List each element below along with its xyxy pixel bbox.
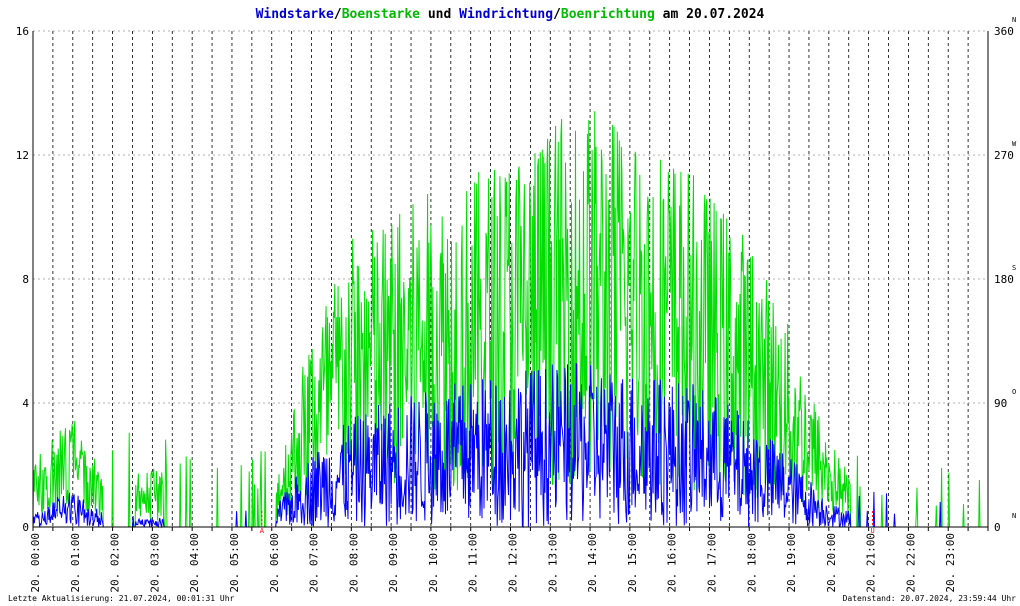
- x-tick-label: 20. 22:00: [904, 533, 917, 593]
- compass-label: S: [1012, 264, 1016, 272]
- y-left-tick-label: 4: [22, 397, 29, 410]
- title-direction: Windrichtung: [459, 7, 553, 22]
- footer-last-update: Letzte Aktualisierung: 21.07.2024, 00:01…: [8, 594, 235, 603]
- y-right-tick-label: 90: [994, 397, 1007, 410]
- footer-data-status: Datenstand: 20.07.2024, 23:59:44 Uhr: [843, 594, 1017, 603]
- title-wind: Windstarke: [256, 7, 334, 22]
- x-tick-label: 20. 05:00: [228, 533, 241, 593]
- title-sep1: /: [334, 7, 342, 22]
- y-right-tick-label: 270: [994, 149, 1014, 162]
- compass-label: W: [1012, 140, 1017, 148]
- compass-label: N: [1012, 512, 1016, 520]
- x-tick-label: 20. 14:00: [586, 533, 599, 593]
- x-tick-label: 20. 10:00: [427, 533, 440, 593]
- x-tick-label: 20. 20:00: [825, 533, 838, 593]
- x-tick-label: 20. 02:00: [109, 533, 122, 593]
- title-gust: Boenstarke: [342, 7, 420, 22]
- x-tick-label: 20. 18:00: [745, 533, 758, 593]
- title-date: am 20.07.2024: [655, 7, 765, 22]
- x-tick-label: 20. 09:00: [387, 533, 400, 593]
- axes: [32, 31, 989, 531]
- x-tick-label: 20. 13:00: [546, 533, 559, 593]
- event-label: A: [260, 527, 265, 535]
- x-tick-label: 20. 03:00: [148, 533, 161, 593]
- x-tick-label: 20. 07:00: [308, 533, 321, 593]
- x-tick-label: 20. 23:00: [944, 533, 957, 593]
- x-tick-label: 20. 21:00: [865, 533, 878, 593]
- y-left-tick-label: 0: [22, 521, 29, 534]
- x-tick-label: 20. 11:00: [467, 533, 480, 593]
- x-tick-label: 20. 04:00: [188, 533, 201, 593]
- title-sep2: /: [553, 7, 561, 22]
- x-tick-label: 20. 19:00: [785, 533, 798, 593]
- y-left-tick-label: 16: [16, 25, 29, 38]
- event-label: U: [870, 527, 874, 535]
- x-tick-label: 20. 01:00: [69, 533, 82, 593]
- x-tick-label: 20. 12:00: [507, 533, 520, 593]
- compass-label: N: [1012, 16, 1016, 24]
- y-right-tick-label: 180: [994, 273, 1014, 286]
- title-und: und: [420, 7, 459, 22]
- y-right-tick-label: 0: [994, 521, 1001, 534]
- chart-title: Windstarke/Boenstarke und Windrichtung/B…: [256, 7, 765, 22]
- x-tick-label: 20. 17:00: [705, 533, 718, 593]
- title-gust-direction: Boenrichtung: [561, 7, 655, 22]
- x-tick-label: 20. 08:00: [347, 533, 360, 593]
- y-left-tick-label: 8: [22, 273, 29, 286]
- y-right-tick-label: 360: [994, 25, 1014, 38]
- x-tick-label: 20. 06:00: [268, 533, 281, 593]
- x-tick-label: 20. 00:00: [29, 533, 42, 593]
- compass-label: O: [1012, 388, 1016, 396]
- y-left-tick-label: 12: [16, 149, 29, 162]
- x-tick-label: 20. 16:00: [666, 533, 679, 593]
- x-tick-label: 20. 15:00: [626, 533, 639, 593]
